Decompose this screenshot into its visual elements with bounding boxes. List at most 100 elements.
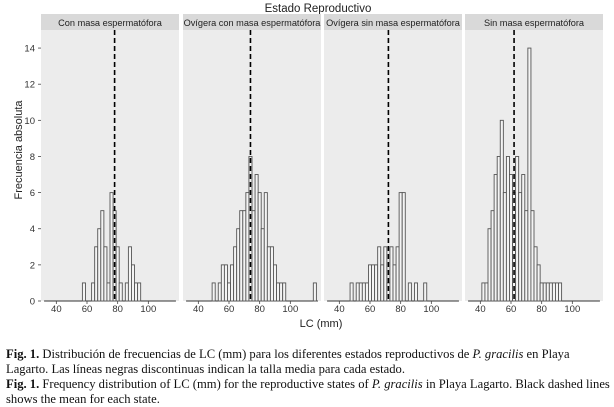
histogram-bar [515, 156, 520, 302]
histogram-bar [509, 174, 513, 302]
caption-en-text-b: in Playa Lagarto. Black dashed lines sho… [6, 377, 610, 406]
histogram-bar [555, 282, 559, 302]
histogram-bar [282, 282, 287, 302]
y-tick-label: 6 [30, 188, 35, 199]
x-tick-label: 80 [254, 304, 265, 315]
panel-strip [41, 14, 179, 30]
histogram-bar [361, 282, 366, 302]
histogram-bar [103, 246, 108, 302]
histogram-bar [97, 228, 102, 302]
x-tick-label: 60 [82, 304, 93, 315]
histogram-bar [505, 156, 510, 302]
histogram-bar [493, 174, 498, 302]
histogram-bar [364, 282, 369, 302]
histogram-figure: Estado Reproductivo Frecuencia absoluta … [13, 3, 603, 330]
histogram-bar [312, 282, 317, 302]
panel-2: Ovígera con masa espermatófora 40 60 80 100 [183, 14, 321, 315]
histogram-bar [524, 210, 529, 302]
histogram-bar [239, 210, 244, 302]
panel-strip [324, 14, 462, 30]
histogram-bar [211, 282, 216, 302]
histogram-bar [257, 192, 262, 302]
histogram-bar [392, 264, 397, 302]
histogram-bar [263, 192, 268, 302]
panel-title: Ovígera sin masa espermatófora [326, 18, 461, 28]
x-tick-label: 80 [112, 304, 123, 315]
histogram-bar [137, 282, 142, 302]
x-tick-label: 100 [423, 304, 439, 315]
x-tick-label: 40 [334, 304, 345, 315]
histogram-bar [134, 282, 139, 302]
histogram-bar [223, 264, 228, 302]
x-tick-label: 100 [564, 304, 580, 315]
caption-es-species: P. gracilis [472, 347, 524, 361]
histogram-bar [279, 282, 284, 302]
histogram-bar [496, 156, 501, 302]
x-tick-label: 60 [506, 304, 517, 315]
histogram-bar [245, 192, 250, 302]
histogram-bar [499, 119, 504, 302]
histogram-bar [377, 246, 382, 302]
histogram-bar [368, 264, 372, 302]
histogram-bar [527, 47, 532, 302]
histogram-bar [533, 246, 538, 302]
panel-4: Sin masa espermatófora 40 60 80 100 [465, 14, 603, 315]
x-tick-label: 100 [140, 304, 156, 315]
panel-title: Con masa espermatófora [58, 18, 163, 28]
histogram-bar [518, 192, 523, 302]
histogram-bar [100, 210, 105, 302]
panel-title: Ovígera con masa espermatófora [184, 18, 322, 28]
x-tick-label: 100 [282, 304, 298, 315]
histogram-bar [254, 174, 259, 302]
figure-title: Estado Reproductivo [265, 3, 372, 15]
x-tick-label: 80 [536, 304, 547, 315]
y-tick-label: 0 [30, 297, 35, 308]
caption-es-label: Fig. 1. [6, 347, 40, 361]
y-tick-label: 2 [30, 260, 35, 271]
histogram-bar [115, 246, 120, 302]
y-tick-label: 10 [24, 116, 35, 127]
histogram-bar [349, 282, 354, 302]
histogram-bar [118, 282, 123, 302]
histogram-bar [481, 282, 486, 302]
histogram-bar [536, 264, 541, 302]
panel-3: Ovígera sin masa espermatófora 40 60 80 100 [324, 14, 462, 315]
x-tick-label: 80 [395, 304, 406, 315]
histogram-bar [251, 210, 256, 302]
histogram-bar [260, 228, 265, 302]
histogram-bar [407, 282, 412, 302]
histogram-bar [487, 228, 492, 302]
histogram-bar [548, 282, 553, 302]
histogram-bar [131, 264, 135, 302]
histogram-bar [220, 264, 225, 302]
histogram-bar [91, 282, 96, 302]
histogram-bar [266, 246, 271, 302]
x-tick-label: 40 [193, 304, 204, 315]
histogram-bar [81, 282, 86, 302]
y-tick-label: 4 [30, 224, 35, 235]
caption-spanish: Fig. 1. Distribución de frecuencias de L… [6, 347, 610, 377]
panels: Con masa espermatófora 40 60 80 100 0 2 4 6 8 10 12… [24, 14, 603, 315]
histogram-bar [371, 264, 376, 302]
histogram-bar [530, 210, 535, 302]
histogram-bar [389, 246, 394, 302]
histogram-bar [551, 282, 556, 302]
caption-en-label: Fig. 1. [6, 377, 40, 391]
histogram-bar [539, 282, 544, 302]
histogram-bar [106, 282, 111, 302]
histogram-bar [233, 246, 238, 302]
histogram-bar [401, 192, 406, 302]
histogram-bar [398, 192, 403, 302]
histogram-bar [490, 210, 495, 302]
histogram-bar [502, 192, 507, 302]
caption-es-text-b: en Playa Lagarto. Las líneas negras disc… [6, 347, 570, 376]
panel-1: Con masa espermatófora 40 60 80 100 0 2 4 6 8 10 12… [24, 14, 179, 315]
histogram-bar [395, 246, 400, 302]
x-tick-label: 40 [51, 304, 62, 315]
histogram-bar [380, 264, 385, 302]
histogram-bar [484, 282, 489, 302]
histogram-bar [358, 282, 363, 302]
caption-english: Fig. 1. Frequency distribution of LC (mm… [6, 377, 610, 407]
panel-title: Sin masa espermatófora [484, 18, 585, 28]
panel-strip [465, 14, 603, 30]
